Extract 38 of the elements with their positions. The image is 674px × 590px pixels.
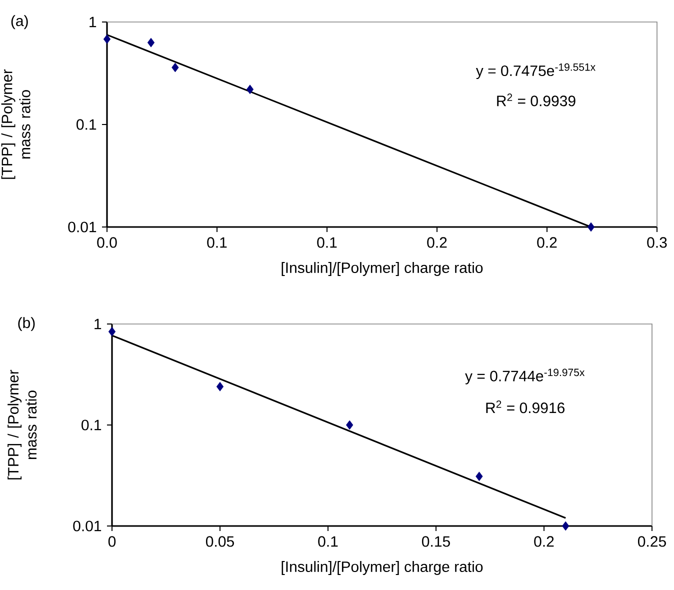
annotation: y = 0.7475e$^{-19.551x}$	[476, 63, 596, 80]
point	[587, 222, 595, 232]
y-tick-label: 0.01	[73, 520, 102, 532]
point	[103, 34, 111, 44]
x-tick-label: 0.2	[427, 237, 447, 248]
x-axis-title: [Insulin]/[Polymer] charge ratio	[282, 561, 483, 575]
x-tick-label: 0.05	[206, 536, 234, 547]
y-tick-label: 1	[90, 16, 96, 28]
x-tick-label: 0.3	[647, 237, 667, 248]
x-axis-title: [Insulin]/[Polymer] charge ratio	[282, 262, 483, 276]
x-tick-label: 0.2	[537, 237, 557, 248]
chart-title: (b)	[18, 317, 35, 332]
point	[346, 420, 354, 430]
x-tick-label: 0.15	[422, 536, 450, 547]
x-tick-label: 0.1	[207, 237, 227, 248]
point	[476, 472, 483, 482]
x-tick-label: 0.0	[97, 237, 117, 248]
chart-title: (a)	[11, 15, 28, 30]
x-tick-label: 0.2	[534, 536, 554, 547]
annotation: R$^{2}$ = 0.9939	[497, 94, 576, 106]
x-tick-label: 0.25	[638, 536, 666, 547]
point	[562, 521, 570, 531]
y-tick-label: 0.1	[82, 420, 102, 430]
x-tick-label: 0	[108, 536, 116, 547]
point	[216, 382, 224, 392]
y-tick-label: 1	[94, 318, 102, 330]
annotation: y = 0.7744e$^{-19.975x}$	[465, 368, 585, 384]
y-tick-label: 0.01	[68, 222, 96, 232]
annotation: R$^{2}$ = 0.9916	[486, 400, 564, 414]
y-axis-title: [TPP] / [Polymer mass ratio	[1, 69, 30, 179]
point	[246, 84, 254, 94]
x-tick-label: 0.1	[318, 536, 338, 547]
y-axis-title: [TPP] / [Polymer mass ratio	[8, 370, 37, 480]
point	[108, 326, 116, 336]
y-tick-label: 0.1	[76, 119, 96, 130]
point	[147, 38, 155, 48]
point	[172, 62, 179, 72]
x-tick-label: 0.1	[317, 237, 337, 248]
